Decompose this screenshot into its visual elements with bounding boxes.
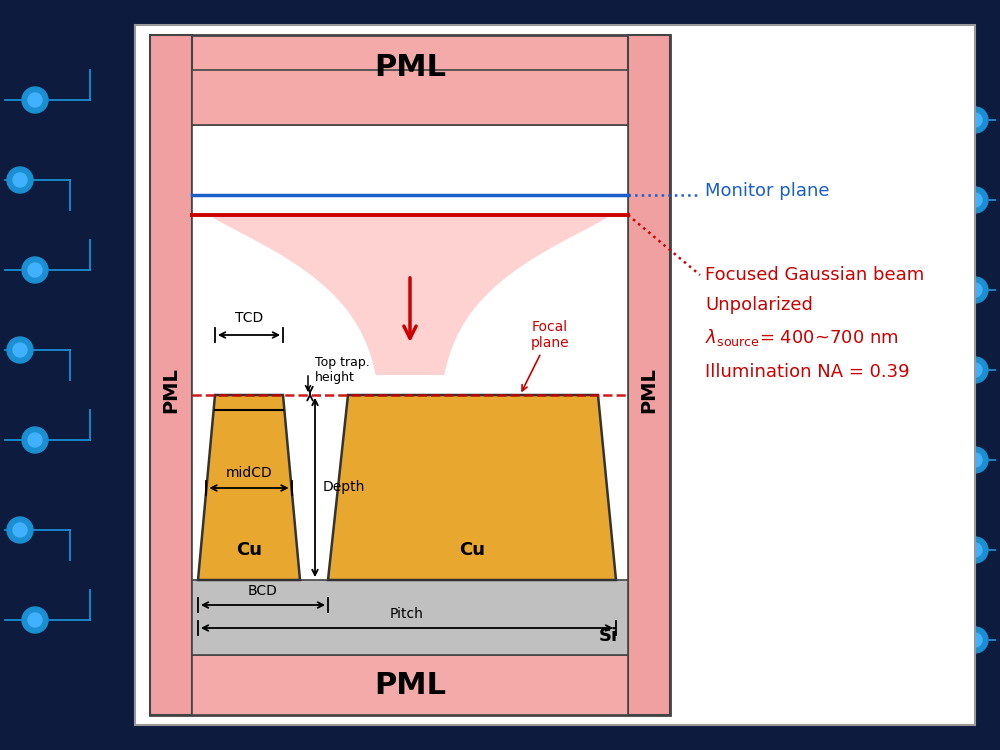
Circle shape — [28, 93, 42, 107]
Text: TCD: TCD — [235, 311, 263, 325]
Circle shape — [962, 277, 988, 303]
Circle shape — [22, 427, 48, 453]
Text: $\lambda_\mathrm{source}$= 400~700 nm: $\lambda_\mathrm{source}$= 400~700 nm — [705, 328, 899, 349]
Text: Monitor plane: Monitor plane — [705, 182, 830, 200]
Text: PML: PML — [162, 367, 180, 413]
Text: PML: PML — [640, 367, 658, 413]
Text: midCD: midCD — [226, 466, 272, 480]
Circle shape — [7, 337, 33, 363]
Circle shape — [962, 447, 988, 473]
Circle shape — [28, 433, 42, 447]
Bar — [192, 655, 628, 715]
Circle shape — [962, 627, 988, 653]
Text: PML: PML — [374, 670, 446, 700]
Text: Si: Si — [599, 627, 618, 645]
Polygon shape — [328, 395, 616, 580]
Circle shape — [13, 173, 27, 187]
Circle shape — [7, 517, 33, 543]
Circle shape — [28, 263, 42, 277]
Text: Focal
plane: Focal plane — [522, 320, 569, 391]
Text: Pitch: Pitch — [390, 607, 424, 621]
Text: Depth: Depth — [323, 481, 365, 494]
Polygon shape — [210, 215, 610, 375]
Circle shape — [968, 193, 982, 207]
Bar — [192, 580, 628, 655]
Circle shape — [962, 107, 988, 133]
Text: Illumination NA = 0.39: Illumination NA = 0.39 — [705, 363, 910, 381]
Circle shape — [962, 357, 988, 383]
Polygon shape — [198, 395, 300, 580]
Circle shape — [968, 363, 982, 377]
Circle shape — [968, 283, 982, 297]
Text: PML: PML — [374, 53, 446, 82]
Circle shape — [962, 537, 988, 563]
Circle shape — [7, 167, 33, 193]
Circle shape — [968, 543, 982, 557]
Circle shape — [22, 607, 48, 633]
Text: BCD: BCD — [248, 584, 278, 598]
Bar — [150, 35, 670, 715]
Text: Unpolarized: Unpolarized — [705, 296, 813, 314]
Circle shape — [22, 87, 48, 113]
Text: Cu: Cu — [459, 541, 485, 559]
Bar — [192, 70, 628, 125]
Circle shape — [28, 613, 42, 627]
Circle shape — [968, 453, 982, 467]
Circle shape — [13, 343, 27, 357]
Circle shape — [22, 257, 48, 283]
Bar — [135, 25, 975, 725]
Bar — [192, 125, 628, 655]
Text: Cu: Cu — [236, 541, 262, 559]
Circle shape — [962, 187, 988, 213]
Bar — [150, 35, 192, 715]
Text: Top trap.
height: Top trap. height — [315, 356, 370, 384]
Circle shape — [13, 523, 27, 537]
Bar — [628, 35, 670, 715]
Text: Focused Gaussian beam: Focused Gaussian beam — [705, 266, 924, 284]
Circle shape — [968, 113, 982, 127]
Circle shape — [968, 633, 982, 647]
